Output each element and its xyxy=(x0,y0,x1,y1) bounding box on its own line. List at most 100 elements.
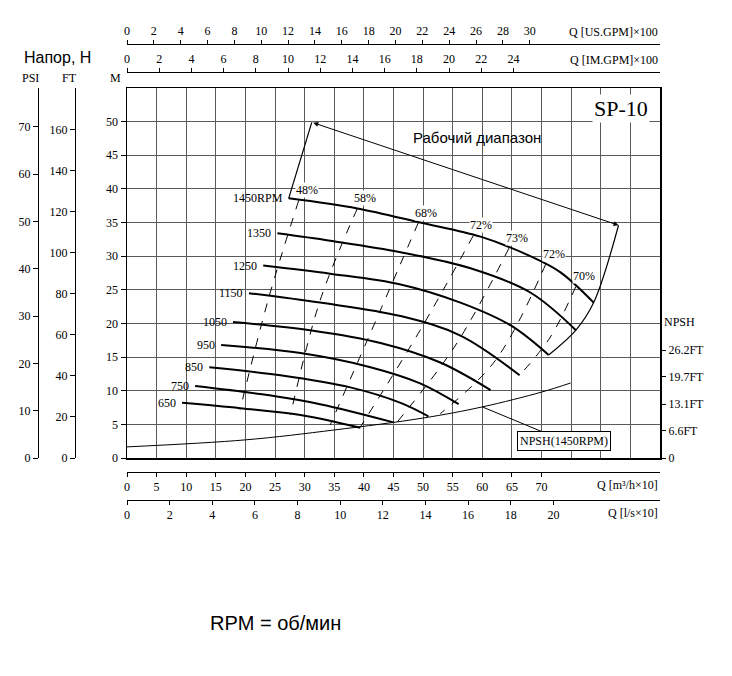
svg-text:12: 12 xyxy=(314,52,326,66)
svg-text:0: 0 xyxy=(668,451,674,465)
svg-text:6: 6 xyxy=(252,508,258,522)
svg-text:950: 950 xyxy=(197,338,215,352)
svg-text:5: 5 xyxy=(154,480,160,494)
svg-text:48%: 48% xyxy=(296,183,318,197)
svg-text:22: 22 xyxy=(475,52,487,66)
svg-text:6: 6 xyxy=(221,52,227,66)
svg-text:70: 70 xyxy=(19,120,31,134)
svg-text:18: 18 xyxy=(363,24,375,38)
svg-text:M: M xyxy=(110,71,121,85)
svg-text:15: 15 xyxy=(106,350,118,364)
svg-text:10: 10 xyxy=(106,384,118,398)
svg-text:25: 25 xyxy=(269,480,281,494)
svg-text:40: 40 xyxy=(106,182,118,196)
svg-text:35: 35 xyxy=(106,216,118,230)
svg-text:Q [US.GPM]×100: Q [US.GPM]×100 xyxy=(569,25,658,39)
svg-text:19.7FT: 19.7FT xyxy=(668,370,704,384)
svg-text:8: 8 xyxy=(295,508,301,522)
svg-text:1450RPM: 1450RPM xyxy=(233,191,283,205)
svg-text:58%: 58% xyxy=(354,191,376,205)
svg-text:20: 20 xyxy=(390,24,402,38)
svg-text:22: 22 xyxy=(416,24,428,38)
svg-text:18: 18 xyxy=(505,508,517,522)
svg-text:14: 14 xyxy=(309,24,321,38)
svg-text:0: 0 xyxy=(62,451,68,465)
svg-text:140: 140 xyxy=(50,164,68,178)
svg-text:60: 60 xyxy=(19,167,31,181)
svg-text:12: 12 xyxy=(377,508,389,522)
svg-text:10: 10 xyxy=(334,508,346,522)
svg-text:40: 40 xyxy=(358,480,370,494)
svg-text:1250: 1250 xyxy=(233,259,257,273)
svg-text:15: 15 xyxy=(210,480,222,494)
svg-text:30: 30 xyxy=(524,24,536,38)
svg-text:10: 10 xyxy=(255,24,267,38)
svg-text:25: 25 xyxy=(106,283,118,297)
svg-text:80: 80 xyxy=(56,287,68,301)
svg-text:60: 60 xyxy=(56,328,68,342)
svg-text:PSI: PSI xyxy=(22,71,39,85)
svg-text:0: 0 xyxy=(124,24,130,38)
svg-text:70: 70 xyxy=(536,480,548,494)
svg-text:45: 45 xyxy=(106,148,118,162)
svg-text:35: 35 xyxy=(328,480,340,494)
svg-text:Рабочий диапазон: Рабочий диапазон xyxy=(413,129,541,146)
svg-text:100: 100 xyxy=(50,246,68,260)
svg-text:20: 20 xyxy=(443,52,455,66)
svg-text:Q [IM.GPM]×100: Q [IM.GPM]×100 xyxy=(570,53,658,67)
svg-text:20: 20 xyxy=(106,317,118,331)
svg-text:4: 4 xyxy=(188,52,194,66)
svg-text:18: 18 xyxy=(411,52,423,66)
svg-text:2: 2 xyxy=(156,52,162,66)
svg-text:1350: 1350 xyxy=(247,226,271,240)
svg-text:30: 30 xyxy=(19,309,31,323)
svg-text:160: 160 xyxy=(50,123,68,137)
svg-text:73%: 73% xyxy=(506,231,528,245)
svg-text:20: 20 xyxy=(19,357,31,371)
svg-text:SP-10: SP-10 xyxy=(594,96,648,121)
svg-text:14: 14 xyxy=(346,52,358,66)
svg-text:Q [l/s×10]: Q [l/s×10] xyxy=(608,506,658,520)
svg-text:4: 4 xyxy=(178,24,184,38)
svg-text:120: 120 xyxy=(50,205,68,219)
svg-text:0: 0 xyxy=(124,52,130,66)
svg-text:16: 16 xyxy=(379,52,391,66)
svg-text:0: 0 xyxy=(124,480,130,494)
svg-text:5: 5 xyxy=(112,418,118,432)
svg-text:10: 10 xyxy=(282,52,294,66)
svg-text:20: 20 xyxy=(547,508,559,522)
svg-text:24: 24 xyxy=(443,24,455,38)
svg-text:750: 750 xyxy=(171,379,189,393)
svg-text:65: 65 xyxy=(506,480,518,494)
svg-text:30: 30 xyxy=(106,249,118,263)
svg-text:6.6FT: 6.6FT xyxy=(668,424,698,438)
svg-text:72%: 72% xyxy=(470,218,492,232)
svg-text:20: 20 xyxy=(239,480,251,494)
svg-text:4: 4 xyxy=(209,508,215,522)
svg-text:Q [m³/h×10]: Q [m³/h×10] xyxy=(597,478,658,492)
svg-text:10: 10 xyxy=(19,404,31,418)
svg-text:0: 0 xyxy=(112,451,118,465)
svg-text:50: 50 xyxy=(106,115,118,129)
svg-text:6: 6 xyxy=(205,24,211,38)
svg-text:28: 28 xyxy=(497,24,509,38)
svg-text:40: 40 xyxy=(19,262,31,276)
svg-text:2: 2 xyxy=(151,24,157,38)
svg-text:50: 50 xyxy=(417,480,429,494)
svg-text:850: 850 xyxy=(185,360,203,374)
svg-text:Напор, H: Напор, H xyxy=(24,49,91,66)
svg-text:68%: 68% xyxy=(415,206,437,220)
svg-text:10: 10 xyxy=(180,480,192,494)
svg-text:NPSH(1450RPM): NPSH(1450RPM) xyxy=(520,434,608,448)
svg-text:40: 40 xyxy=(56,369,68,383)
svg-text:45: 45 xyxy=(388,480,400,494)
svg-text:8: 8 xyxy=(231,24,237,38)
svg-text:1150: 1150 xyxy=(219,286,243,300)
svg-text:60: 60 xyxy=(476,480,488,494)
svg-text:16: 16 xyxy=(462,508,474,522)
svg-text:20: 20 xyxy=(56,410,68,424)
svg-text:2: 2 xyxy=(167,508,173,522)
svg-text:72%: 72% xyxy=(543,247,565,261)
svg-text:0: 0 xyxy=(25,451,31,465)
svg-text:50: 50 xyxy=(19,215,31,229)
